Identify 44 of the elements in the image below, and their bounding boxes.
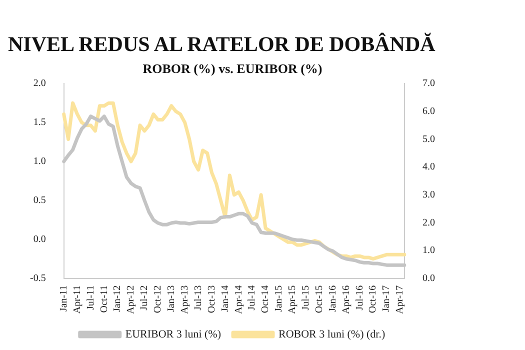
chart-title: NIVEL REDUS AL RATELOR DE DOBÂNDĂ <box>8 32 436 57</box>
x-tick-label: Jan-12 <box>112 285 124 312</box>
x-tick-label: Jan-17 <box>381 285 392 312</box>
x-tick-label: Oct-16 <box>368 285 379 314</box>
x-tick-label: Oct-13 <box>206 285 218 314</box>
x-tick-label: Oct-15 <box>314 285 325 314</box>
x-tick-label: Apr-14 <box>233 285 244 314</box>
x-tick-label: Jan-14 <box>220 285 231 312</box>
x-tick-label: Oct-14 <box>260 285 272 314</box>
x-tick-label: Jul-14 <box>246 285 258 310</box>
y2-tick-label: 0.0 <box>422 272 435 284</box>
x-tick-label: Apr-11 <box>72 285 83 314</box>
y2-tick-label: 3.0 <box>422 189 435 200</box>
x-tick-label: Oct-12 <box>152 285 164 314</box>
x-tick-label: Jan-13 <box>166 285 178 312</box>
x-tick-label: Jul-13 <box>192 285 204 310</box>
y-tick-label: -0.5 <box>30 272 46 284</box>
x-tick-label: Apr-17 <box>394 285 406 314</box>
y2-tick-label: 4.0 <box>422 162 435 173</box>
x-tick-label: Jan-11 <box>58 285 70 312</box>
x-tick-label: Jan-15 <box>274 285 285 312</box>
y2-tick-label: 1.0 <box>422 245 435 256</box>
x-tick-label: Apr-13 <box>179 285 190 314</box>
y2-tick-label: 2.0 <box>422 217 435 228</box>
y-tick-label: 2.0 <box>33 78 46 90</box>
x-tick-label: Jul-11 <box>85 285 96 310</box>
chart-subtitle: ROBOR (%) vs. EURIBOR (%) <box>142 61 322 76</box>
x-tick-label: Apr-12 <box>126 285 137 314</box>
legend-label: EURIBOR 3 luni (%) <box>125 328 222 340</box>
y-tick-label: 0.5 <box>33 195 46 206</box>
legend-label: ROBOR 3 luni (%) (dr.) <box>278 328 386 340</box>
y-tick-label: 0.0 <box>33 234 46 245</box>
x-tick-label: Oct-11 <box>98 285 110 313</box>
y2-tick-label: 5.0 <box>422 134 435 145</box>
x-tick-label: Jan-16 <box>327 285 338 312</box>
y2-tick-label: 6.0 <box>422 106 435 118</box>
y-tick-label: 1.5 <box>33 117 46 128</box>
x-tick-label: Jul-16 <box>354 285 366 310</box>
x-tick-label: Jul-12 <box>139 285 150 310</box>
y-tick-label: 1.0 <box>33 156 46 168</box>
x-tick-label: Jul-15 <box>300 285 312 310</box>
x-tick-label: Apr-15 <box>287 285 298 314</box>
x-tick-label: Apr-16 <box>340 285 352 314</box>
y2-tick-label: 7.0 <box>422 78 435 90</box>
